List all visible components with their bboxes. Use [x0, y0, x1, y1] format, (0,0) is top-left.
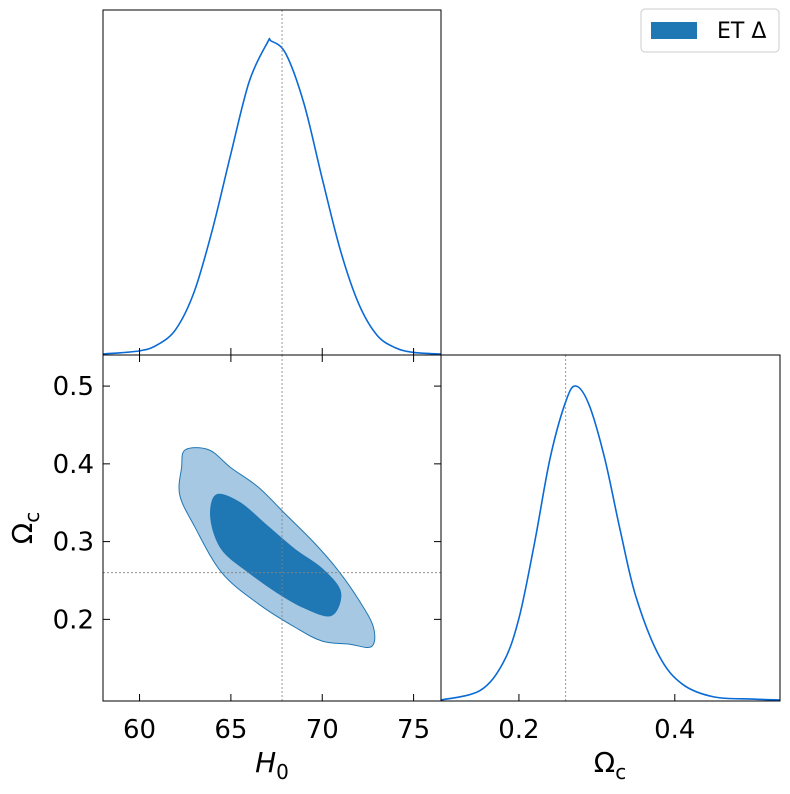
tick-label-h0: 75 — [397, 715, 430, 745]
legend-box — [640, 8, 780, 53]
tick-label-h0: 65 — [214, 715, 247, 745]
marginal-h0-curve — [102, 37, 442, 355]
ylabel-omega-c: Ωc — [6, 512, 44, 544]
tick-label-omega-x: 0.2 — [498, 715, 539, 745]
tick-label-omega-x: 0.4 — [654, 715, 695, 745]
tick-label-h0: 60 — [123, 715, 156, 745]
panel-frame-omega — [440, 354, 781, 702]
xlabel-h0: H0 — [255, 746, 289, 784]
tick-label-omega-y: 0.4 — [53, 450, 94, 480]
tick-label-h0: 70 — [306, 715, 339, 745]
xlabel-omega-c: Ωc — [594, 746, 626, 784]
tick-label-omega-y: 0.3 — [53, 528, 94, 558]
legend-label: ET Δ — [717, 19, 766, 44]
tick-label-omega-y: 0.5 — [53, 372, 94, 402]
legend-swatch — [651, 22, 697, 39]
tick-label-omega-y: 0.2 — [53, 605, 94, 635]
marginal-omega-c-curve — [440, 385, 781, 701]
contour-68 — [210, 493, 342, 617]
